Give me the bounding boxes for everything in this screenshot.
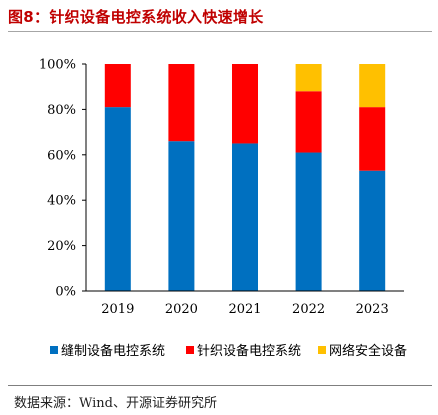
bar-segment (232, 143, 258, 291)
legend-swatch (186, 346, 194, 354)
bar-segment (359, 64, 386, 108)
y-tick-label: 80% (47, 103, 76, 118)
x-tick-label: 2020 (165, 302, 198, 317)
x-tick-label: 2019 (101, 302, 134, 317)
bar-segment (295, 152, 322, 291)
y-tick-label: 100% (39, 58, 76, 73)
bar-segment (232, 64, 258, 144)
x-tick-label: 2023 (356, 302, 389, 317)
y-tick-label: 0% (55, 285, 76, 300)
bar-segment (359, 107, 386, 171)
page-title: 图8：针织设备电控系统收入快速增长 (8, 8, 264, 26)
x-tick-label: 2021 (228, 302, 261, 317)
y-tick-label: 20% (47, 239, 76, 254)
bar-segment (104, 64, 131, 108)
y-tick-label: 60% (47, 148, 76, 163)
legend-label: 针织设备电控系统 (197, 343, 301, 359)
bar-segment (359, 170, 386, 291)
y-tick-label: 40% (47, 194, 76, 209)
bar-segment (295, 64, 322, 92)
source-note: 数据来源：Wind、开源证券研究所 (14, 396, 217, 411)
stacked-bar-chart: 0% 20% 40% 60% 80% 100% 2019 2020 2021 2022 2023 缝… (39, 58, 407, 360)
bar-segment (168, 64, 195, 142)
source-divider (8, 385, 432, 386)
legend-swatch (50, 346, 58, 354)
legend-label: 缝制设备电控系统 (61, 343, 165, 359)
bar-segment (295, 91, 322, 153)
legend: 缝制设备电控系统 针织设备电控系统 网络安全设备 (50, 343, 407, 359)
plot-area: 0% 20% 40% 60% 80% 100% 2019 2020 2021 2022 2023 (39, 58, 404, 317)
bar-segment (168, 141, 195, 291)
bar-segment (104, 107, 131, 291)
legend-swatch (318, 346, 326, 354)
x-tick-label: 2022 (292, 302, 325, 317)
legend-label: 网络安全设备 (329, 343, 407, 359)
title-divider (8, 31, 432, 32)
